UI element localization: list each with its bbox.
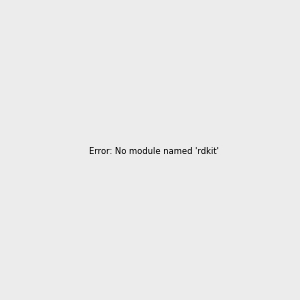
Text: Error: No module named 'rdkit': Error: No module named 'rdkit' bbox=[89, 147, 219, 156]
